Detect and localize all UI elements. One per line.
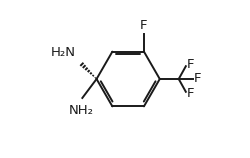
- Text: H₂N: H₂N: [51, 46, 76, 59]
- Text: NH₂: NH₂: [68, 104, 93, 117]
- Text: F: F: [186, 87, 194, 100]
- Text: F: F: [194, 73, 202, 85]
- Text: F: F: [186, 58, 194, 71]
- Text: F: F: [140, 19, 148, 32]
